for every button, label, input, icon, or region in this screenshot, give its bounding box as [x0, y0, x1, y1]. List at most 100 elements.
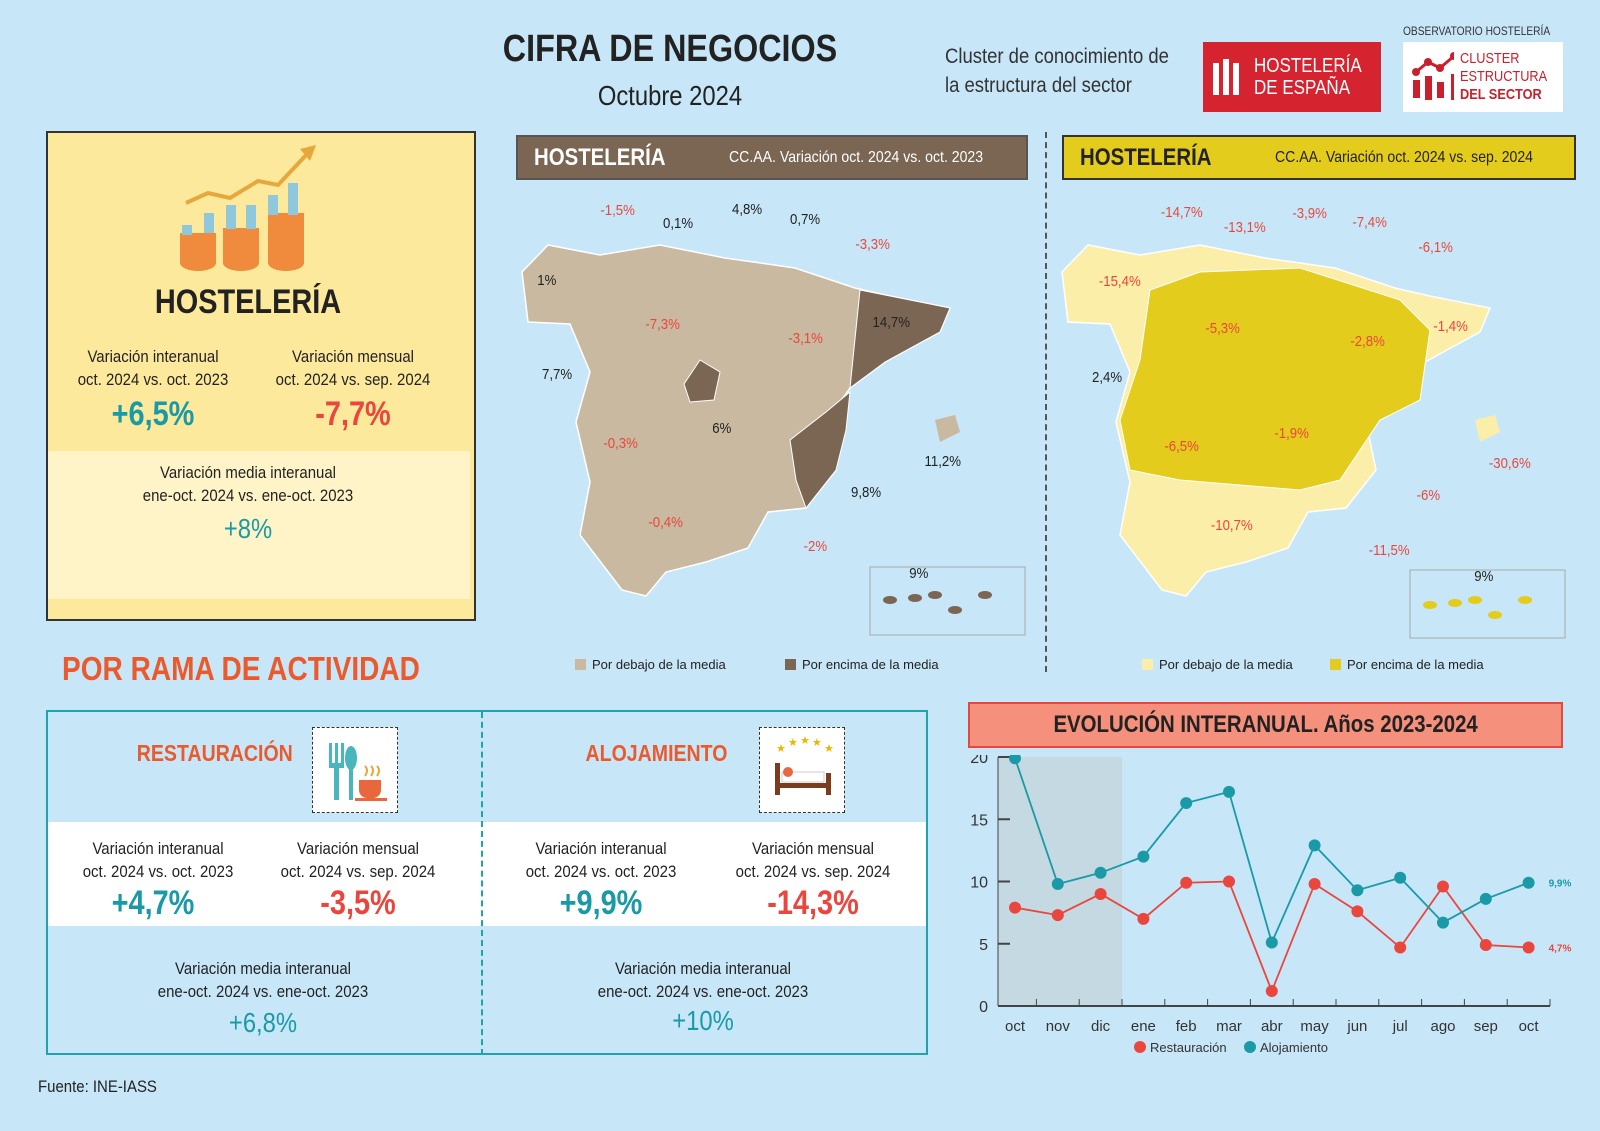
data-point [1437, 916, 1449, 929]
x-tick-label: ene [1131, 1018, 1156, 1035]
x-tick-label: sep [1474, 1018, 1498, 1035]
x-tick-label: may [1300, 1018, 1329, 1035]
rest-mensual-value: -3,5% [320, 884, 396, 922]
legend-marker [1244, 1041, 1256, 1053]
region-value-label: 7,7% [542, 366, 573, 383]
region-value-label: -2% [803, 538, 828, 555]
rest-media-label: Variación media interanual ene-oct. 2024 … [74, 957, 452, 1003]
region-value-label: -6,1% [1418, 239, 1453, 256]
canarias-box [1409, 569, 1566, 639]
candlestick-chart-icon [1412, 51, 1455, 100]
regions-above [1119, 267, 1431, 491]
region-value-label: -11,5% [1368, 542, 1410, 559]
label-line: Variación media interanual [174, 959, 352, 978]
data-point [1180, 797, 1193, 810]
cluster-text: Cluster de conocimiento de la estructura … [945, 42, 1169, 100]
x-tick-label: ago [1430, 1018, 1455, 1035]
summary-panel: HOSTELERÍA Variación interanual oct. 2024… [46, 131, 476, 621]
region-madrid [683, 359, 721, 403]
data-point [1522, 941, 1535, 954]
line-chart: 0 5 10 15 20 oct nov dic ene feb mar abr may jun jul ag… [970, 755, 1572, 1055]
logo-line: CLUSTER [1460, 50, 1520, 67]
canary-island [883, 596, 897, 604]
legend-marker [1134, 1041, 1146, 1053]
legend-label: Restauración [1150, 1040, 1227, 1055]
canary-island [948, 606, 962, 614]
region-cataluna [849, 289, 951, 390]
label-line: Variación media interanual [159, 463, 337, 482]
label-line: Variación interanual [87, 347, 219, 366]
growth-coins-icon [180, 145, 316, 271]
data-point [1394, 871, 1407, 884]
label-line: oct. 2024 vs. sep. 2024 [275, 370, 431, 389]
x-tick-label: oct [1005, 1018, 1026, 1035]
aloj-interanual-value: +9,9% [559, 884, 643, 922]
legend-label: Por debajo de la media [1159, 657, 1293, 672]
aloj-interanual-label: Variación interanual oct. 2024 vs. oct. 2… [509, 837, 694, 883]
hosteleria-espana-logo: HOSTELERÍA DE ESPAÑA [1203, 42, 1381, 112]
region-value-label: -1,5% [600, 202, 635, 219]
svg-text:★: ★ [812, 737, 822, 749]
region-value-label: -7,4% [1352, 214, 1387, 231]
mensual-label: Variación mensual oct. 2024 vs. sep. 2024 [269, 345, 436, 391]
region-value-label: 9% [909, 565, 929, 582]
swatch [785, 659, 796, 670]
label-line: oct. 2024 vs. oct. 2023 [82, 862, 234, 881]
region-value-label: 9% [1474, 568, 1494, 585]
map1-title: HOSTELERÍA [534, 143, 666, 171]
svg-text:★: ★ [800, 735, 810, 747]
chart-title: EVOLUCIÓN INTERANUAL. Años 2023-2024 [1053, 711, 1478, 738]
data-point [1351, 884, 1364, 897]
map1-header: HOSTELERÍA CC.AA. Variación oct. 2024 vs.… [516, 135, 1028, 180]
canary-island [978, 591, 992, 599]
alojamiento-title: ALOJAMIENTO [585, 740, 728, 766]
region-value-label: 0,1% [663, 215, 694, 232]
interanual-value: +6,5% [111, 395, 195, 433]
data-point [1308, 839, 1321, 852]
label-line: oct. 2024 vs. oct. 2023 [77, 370, 229, 389]
region-value-label: -7,3% [645, 316, 680, 333]
y-tick-label: 15 [970, 812, 988, 829]
rama-panel: RESTAURACIÓN ALOJAMIENTO ★ ★ ★ ★ ★ Variación… [46, 710, 928, 1055]
data-point [1394, 941, 1407, 954]
aloj-mensual-value: -14,3% [767, 884, 859, 922]
legend-label: Por debajo de la media [592, 657, 726, 672]
x-tick-label: feb [1176, 1018, 1197, 1035]
data-point [1180, 876, 1193, 889]
region-value-label: -2,8% [1350, 333, 1385, 350]
cluster-line: Cluster de conocimiento de [945, 45, 1169, 68]
observatorio-label: OBSERVATORIO HOSTELERÍA [1403, 24, 1551, 38]
media-value: +8% [223, 513, 273, 544]
region-value-label: 14,7% [872, 314, 910, 331]
label-line: Variación media interanual [614, 959, 792, 978]
region-value-label: -0,3% [603, 435, 638, 452]
rest-interanual-value: +4,7% [111, 884, 195, 922]
region-value-label: -10,7% [1210, 517, 1253, 534]
data-point [1137, 912, 1150, 925]
label-line: Variación interanual [535, 839, 667, 858]
rest-mensual-label: Variación mensual oct. 2024 vs. sep. 2024 [266, 837, 451, 883]
svg-text:★: ★ [776, 743, 786, 755]
data-point [1223, 875, 1235, 888]
legend-label: Alojamiento [1260, 1040, 1328, 1055]
x-tick-label: abr [1261, 1018, 1283, 1035]
svg-text:★: ★ [788, 737, 798, 749]
media-label: Variación media interanual ene-oct. 2024 … [72, 461, 424, 507]
restauracion-title: RESTAURACIÓN [136, 740, 293, 766]
maps [521, 244, 1566, 639]
canary-island [908, 594, 922, 602]
divider [1045, 132, 1047, 672]
region-valencia [789, 390, 851, 510]
logo-line: ESTRUCTURA [1460, 68, 1548, 85]
x-tick-label: jun [1346, 1018, 1367, 1035]
label-line: ene-oct. 2024 vs. ene-oct. 2023 [597, 982, 809, 1001]
logo-line: DE ESPAÑA [1254, 77, 1351, 99]
end-label: 4,7% [1549, 943, 1572, 954]
map1-legend-above: Por encima de la media [785, 657, 939, 672]
region-value-label: -14,7% [1160, 204, 1203, 221]
data-point [1094, 866, 1107, 879]
summary-title: HOSTELERÍA [154, 283, 342, 321]
source-note: Fuente: INE-IASS [38, 1077, 157, 1096]
region-value-label: -3,3% [855, 236, 890, 253]
canary-island [1423, 601, 1437, 609]
